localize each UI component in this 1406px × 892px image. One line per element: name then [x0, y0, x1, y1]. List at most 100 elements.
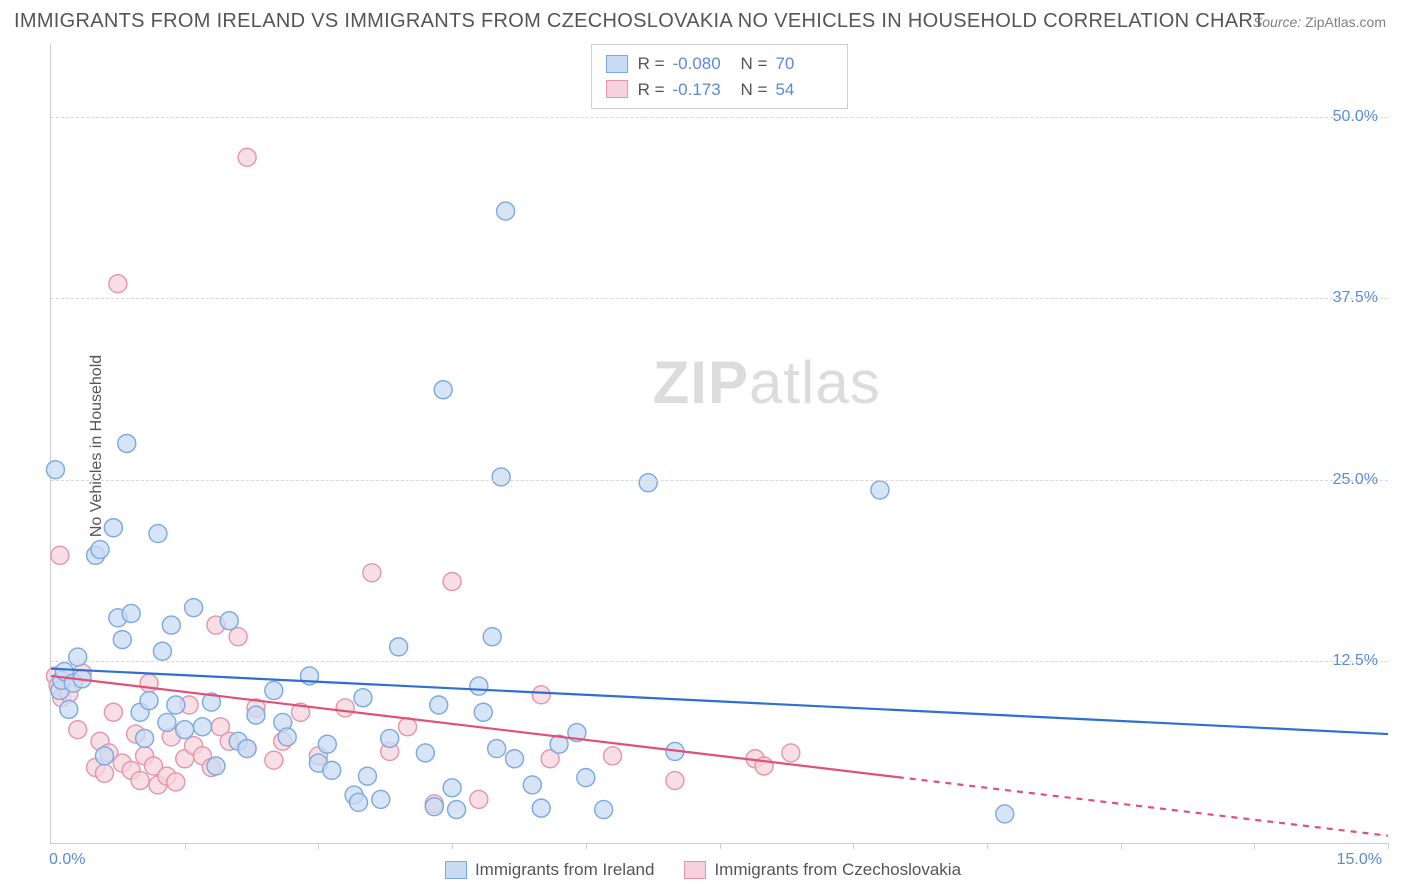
data-point: [488, 740, 506, 758]
scatter-plot: [51, 44, 1388, 843]
x-tick: [1388, 843, 1389, 849]
data-point: [136, 729, 154, 747]
data-point: [207, 757, 225, 775]
x-tick: [987, 843, 988, 849]
data-point: [666, 772, 684, 790]
data-point: [443, 779, 461, 797]
data-point: [372, 790, 390, 808]
data-point: [158, 713, 176, 731]
data-point: [109, 275, 127, 293]
data-point: [595, 801, 613, 819]
data-point: [604, 747, 622, 765]
x-tick: [185, 843, 186, 849]
data-point: [113, 631, 131, 649]
gridline: [51, 480, 1388, 481]
data-point: [443, 573, 461, 591]
data-point: [470, 790, 488, 808]
data-point: [153, 642, 171, 660]
data-point: [416, 744, 434, 762]
data-point: [399, 718, 417, 736]
data-point: [176, 721, 194, 739]
gridline: [51, 117, 1388, 118]
data-point: [354, 689, 372, 707]
page-title: IMMIGRANTS FROM IRELAND VS IMMIGRANTS FR…: [14, 10, 1265, 33]
data-point: [390, 638, 408, 656]
data-point: [51, 546, 69, 564]
data-point: [871, 481, 889, 499]
data-point: [523, 776, 541, 794]
y-tick-label: 25.0%: [1333, 471, 1378, 489]
source-credit: Source: ZipAtlas.com: [1253, 14, 1386, 30]
data-point: [46, 461, 64, 479]
gridline: [51, 298, 1388, 299]
source-value: ZipAtlas.com: [1305, 14, 1386, 30]
data-point: [162, 616, 180, 634]
data-point: [247, 706, 265, 724]
data-point: [167, 696, 185, 714]
data-point: [434, 381, 452, 399]
data-point: [996, 805, 1014, 823]
data-point: [91, 541, 109, 559]
data-point: [639, 474, 657, 492]
gridline: [51, 661, 1388, 662]
data-point: [229, 628, 247, 646]
legend-item: Immigrants from Czechoslovakia: [684, 860, 961, 880]
data-point: [483, 628, 501, 646]
y-tick-label: 12.5%: [1333, 652, 1378, 670]
data-point: [425, 798, 443, 816]
swatch-icon: [684, 861, 706, 879]
data-point: [336, 699, 354, 717]
x-tick: [318, 843, 319, 849]
x-tick: [1121, 843, 1122, 849]
data-point: [470, 677, 488, 695]
data-point: [492, 468, 510, 486]
data-point: [95, 747, 113, 765]
data-point: [782, 744, 800, 762]
data-point: [60, 700, 78, 718]
source-label: Source:: [1253, 14, 1301, 30]
data-point: [532, 799, 550, 817]
x-tick: [853, 843, 854, 849]
data-point: [278, 728, 296, 746]
x-tick: [1254, 843, 1255, 849]
data-point: [131, 772, 149, 790]
series-legend: Immigrants from Ireland Immigrants from …: [0, 860, 1406, 880]
data-point: [323, 761, 341, 779]
legend-label: Immigrants from Ireland: [475, 860, 655, 880]
data-point: [532, 686, 550, 704]
data-point: [238, 740, 256, 758]
data-point: [474, 703, 492, 721]
data-point: [505, 750, 523, 768]
data-point: [238, 148, 256, 166]
data-point: [363, 564, 381, 582]
trend-line-extrapolated: [898, 777, 1388, 836]
legend-item: Immigrants from Ireland: [445, 860, 655, 880]
data-point: [430, 696, 448, 714]
data-point: [140, 692, 158, 710]
data-point: [185, 599, 203, 617]
data-point: [358, 767, 376, 785]
data-point: [265, 751, 283, 769]
y-tick-label: 37.5%: [1333, 289, 1378, 307]
data-point: [95, 764, 113, 782]
data-point: [104, 703, 122, 721]
legend-label: Immigrants from Czechoslovakia: [714, 860, 961, 880]
data-point: [118, 435, 136, 453]
data-point: [577, 769, 595, 787]
x-tick: [586, 843, 587, 849]
data-point: [265, 681, 283, 699]
x-tick: [720, 843, 721, 849]
data-point: [318, 735, 336, 753]
data-point: [220, 612, 238, 630]
chart-area: ZIPatlas R = -0.080 N = 70 R = -0.173 N …: [50, 44, 1388, 844]
data-point: [122, 604, 140, 622]
data-point: [350, 793, 368, 811]
x-tick: [452, 843, 453, 849]
swatch-icon: [445, 861, 467, 879]
data-point: [381, 729, 399, 747]
data-point: [69, 721, 87, 739]
data-point: [448, 801, 466, 819]
data-point: [104, 519, 122, 537]
data-point: [149, 525, 167, 543]
data-point: [194, 718, 212, 736]
